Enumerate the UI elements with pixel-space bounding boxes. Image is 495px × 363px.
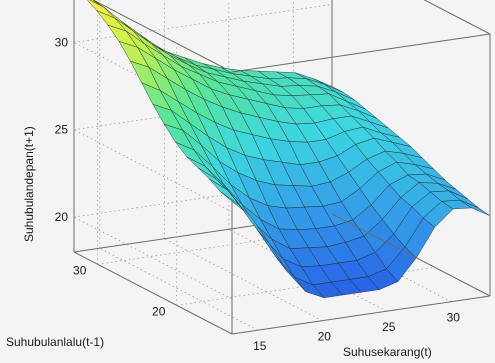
surface-patch xyxy=(460,200,491,216)
tick-labels: 15 20 25 30 20 30 20 25 30 xyxy=(55,35,461,353)
box-edge xyxy=(92,0,233,73)
box-edge xyxy=(231,295,491,335)
grid-line xyxy=(73,4,333,43)
z-tick-label: 25 xyxy=(55,123,69,137)
x-axis-label: Suhusekarang(t) xyxy=(343,345,432,359)
z-tick-label: 30 xyxy=(55,35,69,49)
y-axis-label: Suhubulanlalu(t-1) xyxy=(6,335,104,349)
y-tick-label: 30 xyxy=(73,263,87,277)
grid-line xyxy=(99,247,258,331)
x-tick-label: 25 xyxy=(382,320,396,334)
z-tick-label: 20 xyxy=(55,210,69,224)
box-edge xyxy=(73,251,233,335)
x-tick-label: 30 xyxy=(447,311,461,325)
box-edge xyxy=(331,213,491,297)
grid-line xyxy=(73,216,233,300)
axes-box-front xyxy=(231,0,491,335)
box-edge xyxy=(231,33,491,73)
x-tick-label: 15 xyxy=(253,339,267,353)
z-axis-label: Suhubulandepan(t+1) xyxy=(22,126,36,242)
y-tick-label: 20 xyxy=(152,304,166,318)
box-edge xyxy=(423,0,491,35)
surface-mesh xyxy=(87,0,491,299)
x-tick-label: 20 xyxy=(318,330,332,344)
